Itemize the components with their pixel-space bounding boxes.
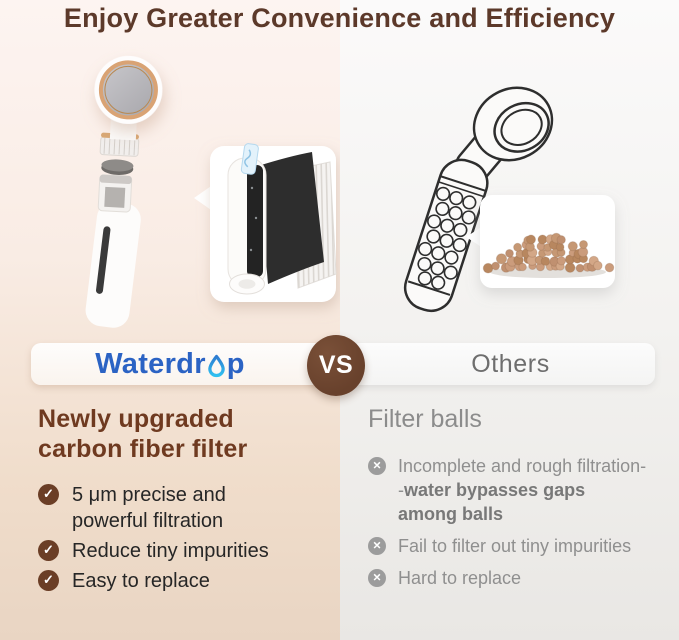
benefit-item: ✓ Easy to replace: [38, 568, 328, 594]
benefits-list: ✓ 5 μm precise and powerful filtration ✓…: [38, 482, 328, 594]
brand-pill: Waterdr p: [31, 343, 331, 385]
check-icon: ✓: [38, 540, 59, 561]
cross-icon: ✕: [368, 457, 386, 475]
mineral-balls-pile: [482, 232, 615, 274]
filter-cylinder: [227, 157, 267, 295]
drawbacks-heading: Filter balls: [368, 405, 482, 433]
mineral-balls-callout: [466, 195, 615, 288]
drawback-item: ✕ Incomplete and rough filtration--water…: [368, 454, 673, 526]
waterdrop-showerhead-photo: [85, 55, 337, 328]
cross-icon: ✕: [368, 537, 386, 556]
filter-balls-in-handle: [417, 186, 477, 290]
competitor-label: Others: [471, 349, 550, 378]
left-panel-background: [0, 0, 340, 640]
others-showerhead-drawing: [403, 86, 615, 313]
showerhead-exploded-view: [85, 55, 163, 328]
filter-cartridge: [97, 174, 133, 213]
drawback-item: ✕ Fail to filter out tiny impurities: [368, 534, 673, 558]
drawback-item: ✕ Hard to replace: [368, 566, 673, 590]
vs-badge: VS: [307, 335, 365, 396]
showerhead-line-art: [403, 86, 554, 313]
benefit-item: ✓ Reduce tiny impurities: [38, 538, 328, 564]
waterdrop-icon: [208, 354, 225, 378]
brand-text-suffix: p: [226, 347, 245, 380]
cross-icon: ✕: [368, 569, 386, 588]
brand-text-prefix: Waterdr: [95, 347, 206, 380]
tape-tab: [240, 143, 259, 175]
benefit-item: ✓ 5 μm precise and powerful filtration: [38, 482, 328, 534]
drawbacks-list: ✕ Incomplete and rough filtration--water…: [368, 454, 673, 591]
waterdrop-benefits-section: Newly upgraded carbon fiber filter ✓ 5 μ…: [38, 404, 328, 598]
showerhead-face: [94, 55, 163, 124]
waterdrop-logo: Waterdr p: [95, 348, 245, 381]
page-title: Enjoy Greater Convenience and Efficiency: [63, 3, 616, 33]
handle-slot: [95, 226, 111, 294]
others-drawbacks-section: Filter balls ✕ Incomplete and rough filt…: [368, 404, 673, 599]
carbon-filter-callout: [194, 143, 337, 302]
carbon-fiber-sheet: [258, 152, 324, 284]
competitor-pill: Others: [350, 343, 655, 385]
benefits-heading: Newly upgraded carbon fiber filter: [38, 405, 248, 463]
check-icon: ✓: [38, 484, 59, 505]
check-icon: ✓: [38, 570, 59, 591]
